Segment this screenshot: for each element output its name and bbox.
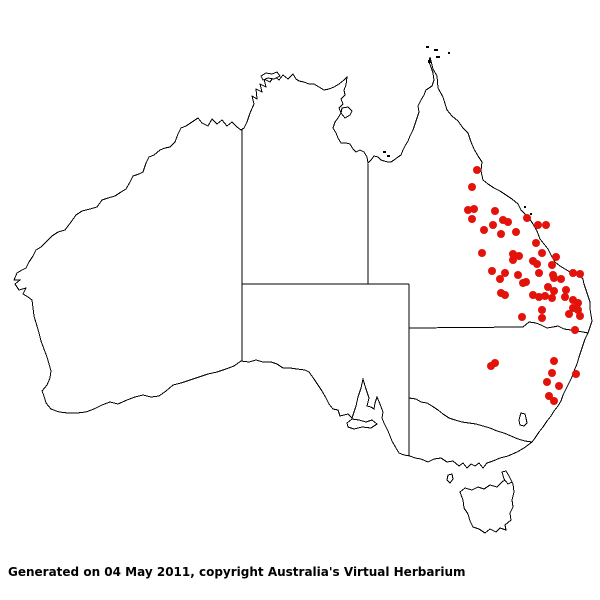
landmasses-group [13, 56, 593, 534]
islet-mark [448, 52, 450, 54]
occurrence-dot [576, 312, 584, 320]
occurrence-dot [533, 260, 541, 268]
occurrence-dot [543, 378, 551, 386]
islet-mark [530, 213, 532, 215]
occurrence-dot [572, 370, 580, 378]
occurrence-dot [545, 392, 553, 400]
occurrence-dot [562, 286, 570, 294]
islet-mark [524, 206, 526, 208]
occurrence-dot [501, 269, 509, 277]
occurrence-dot [571, 326, 579, 334]
occurrence-dot [548, 294, 556, 302]
islet-mark [436, 56, 440, 58]
occurrence-dot [489, 221, 497, 229]
occurrence-dot [496, 275, 504, 283]
occurrence-dot [534, 221, 542, 229]
occurrence-dot [538, 306, 546, 314]
occurrence-dot [535, 269, 543, 277]
occurrence-dot [515, 252, 523, 260]
occurrence-dot [565, 310, 573, 318]
occurrence-dot [548, 261, 556, 269]
occurrence-dot [512, 228, 520, 236]
occurrence-dot [518, 313, 526, 321]
king-island-outline [446, 473, 454, 484]
occurrence-dot [514, 271, 522, 279]
occurrence-dot [557, 275, 565, 283]
occurrence-dot [576, 270, 584, 278]
occurrence-dot [550, 287, 558, 295]
occurrence-dot [488, 267, 496, 275]
occurrence-dot [497, 230, 505, 238]
occurrence-dot [478, 249, 486, 257]
occurrence-dot [541, 292, 549, 300]
act-border [518, 412, 528, 427]
tasmania-outline [459, 478, 515, 534]
melville-island-outline [260, 71, 281, 81]
occurrence-dot [550, 397, 558, 405]
flinders-island-outline [501, 470, 513, 485]
islet-mark [383, 151, 386, 153]
occurrence-dot [538, 314, 546, 322]
mainland-australia-outline [13, 56, 593, 469]
islet-mark [428, 60, 431, 63]
occurrence-dot [509, 256, 517, 264]
caption-text: Generated on 04 May 2011, copyright Aust… [8, 565, 466, 579]
occurrence-dot [468, 215, 476, 223]
groote-eylandt-outline [340, 106, 353, 119]
nsw-vic-border [408, 397, 533, 443]
occurrence-dot [550, 357, 558, 365]
occurrence-dot [550, 274, 558, 282]
occurrence-dot [480, 226, 488, 234]
occurrence-dot [535, 293, 543, 301]
occurrence-dots-group [464, 166, 584, 405]
occurrence-dot [473, 166, 481, 174]
occurrence-dot [491, 359, 499, 367]
occurrence-dot [468, 183, 476, 191]
islet-mark [426, 46, 429, 48]
occurrence-dot [532, 239, 540, 247]
occurrence-dot [491, 207, 499, 215]
occurrence-dot [464, 206, 472, 214]
kangaroo-island-outline [346, 418, 378, 430]
occurrence-dot [544, 283, 552, 291]
occurrence-dot [504, 218, 512, 226]
occurrence-dot [470, 205, 478, 213]
occurrence-dot [523, 214, 531, 222]
occurrence-dot [538, 249, 546, 257]
occurrence-dot [574, 299, 582, 307]
occurrence-dot [501, 291, 509, 299]
occurrence-dot [561, 293, 569, 301]
islet-mark [387, 155, 390, 157]
occurrence-dot [552, 253, 560, 261]
occurrence-dot [569, 269, 577, 277]
occurrence-dot [555, 382, 563, 390]
islets-group [383, 46, 532, 215]
occurrence-dot [548, 369, 556, 377]
occurrence-dot [542, 221, 550, 229]
islet-mark [434, 49, 438, 51]
occurrence-dot [519, 279, 527, 287]
